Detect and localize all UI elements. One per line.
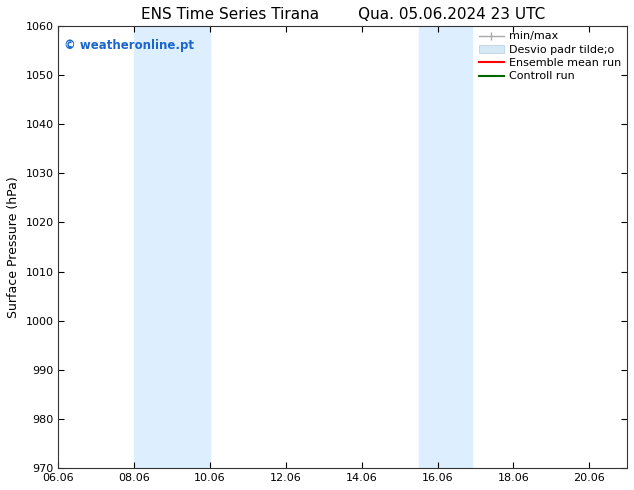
Bar — [134, 26, 210, 468]
Legend: min/max, Desvio padr tilde;o, Ensemble mean run, Controll run: min/max, Desvio padr tilde;o, Ensemble m… — [479, 31, 621, 81]
Text: © weatheronline.pt: © weatheronline.pt — [64, 39, 194, 52]
Bar — [418, 26, 472, 468]
Y-axis label: Surface Pressure (hPa): Surface Pressure (hPa) — [7, 176, 20, 318]
Title: ENS Time Series Tirana        Qua. 05.06.2024 23 UTC: ENS Time Series Tirana Qua. 05.06.2024 2… — [141, 7, 545, 22]
